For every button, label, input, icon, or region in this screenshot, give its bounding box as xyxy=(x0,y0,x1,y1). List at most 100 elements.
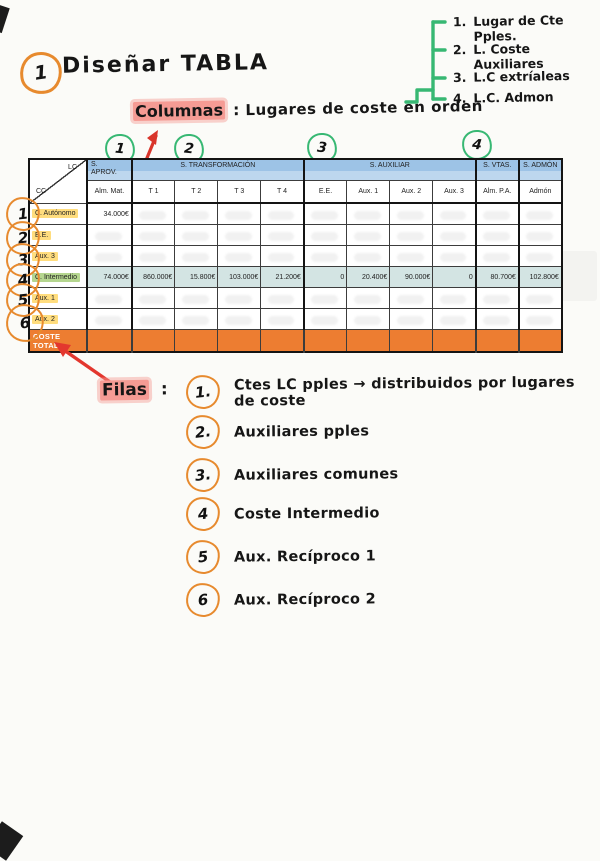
rows-list-item: 1. Ctes LC pples → distribuidos por luga… xyxy=(184,373,600,411)
column-header: Alm. Mat. xyxy=(86,180,133,204)
item-number: 2. xyxy=(194,422,212,442)
row-label-cell: Aux. 2 xyxy=(28,308,88,330)
corner-diagonal xyxy=(30,160,86,202)
cell xyxy=(174,245,219,267)
cell xyxy=(517,245,563,267)
cell: 15.800€ xyxy=(174,266,219,288)
cell xyxy=(389,329,434,353)
cell: 102.800€ xyxy=(517,266,563,288)
cell xyxy=(346,224,391,246)
cell xyxy=(389,287,434,309)
column-header: E.E. xyxy=(302,180,348,204)
column-order-item: 3. L.C extríaleas xyxy=(453,68,570,85)
column-marker: 2 xyxy=(183,140,195,158)
column-order-item: 2. L. Coste Auxiliares xyxy=(453,40,600,73)
cell xyxy=(517,224,563,246)
column-header: Aux. 3 xyxy=(432,180,477,204)
cell xyxy=(130,329,176,353)
cell xyxy=(260,329,305,353)
cell xyxy=(474,308,520,330)
cell xyxy=(474,245,520,267)
column-marker: 4 xyxy=(471,136,483,154)
cell xyxy=(130,287,176,309)
table-row-ee: E.E. xyxy=(28,224,563,246)
cell xyxy=(346,329,391,353)
column-header: T 4 xyxy=(260,180,305,204)
cell xyxy=(432,245,477,267)
cell xyxy=(346,308,391,330)
cell xyxy=(302,329,348,353)
item-text: Ctes LC pples → distribuidos por lugares… xyxy=(233,374,575,410)
page-title: Diseñar TABLA xyxy=(61,50,270,79)
row-label: C. Intermedio xyxy=(32,272,81,282)
column-header: T 2 xyxy=(174,180,219,204)
cell xyxy=(130,224,176,246)
item-number-circle: 5 xyxy=(184,538,222,576)
cell xyxy=(302,308,348,330)
cell xyxy=(346,202,391,225)
row-label: Aux. 2 xyxy=(32,314,58,324)
cell: 103.000€ xyxy=(217,266,262,288)
column-header: Aux. 2 xyxy=(389,180,434,204)
row-label-cell: C. Autónomo xyxy=(28,202,88,225)
columns-separator: : xyxy=(232,100,240,120)
cell: 90.000€ xyxy=(389,266,434,288)
cell xyxy=(302,287,348,309)
cell xyxy=(517,329,563,353)
red-arrow-down-left-icon xyxy=(54,342,112,384)
cell xyxy=(217,245,262,267)
cell xyxy=(217,329,262,353)
green-bracket-connector xyxy=(404,20,447,104)
cell xyxy=(260,224,305,246)
item-text: Auxiliares pples xyxy=(233,423,370,441)
cell: 21.200€ xyxy=(260,266,305,288)
cell xyxy=(130,245,176,267)
column-marker: 3 xyxy=(316,139,328,157)
scan-smudge xyxy=(557,251,597,301)
rows-list-item: 5 Aux. Recíproco 1 xyxy=(184,538,376,576)
cell xyxy=(389,308,434,330)
cell xyxy=(217,287,262,309)
cell xyxy=(86,224,133,246)
cell xyxy=(217,202,262,225)
table-row-coste-total: COSTE TOTAL xyxy=(28,329,563,353)
cell: 0 xyxy=(432,266,477,288)
group-header: S. VTAS. xyxy=(474,158,520,181)
cell xyxy=(260,308,305,330)
item-text: Coste Intermedio xyxy=(233,505,380,523)
row-label: C. Autónomo xyxy=(32,209,79,219)
cell xyxy=(474,329,520,353)
group-header: S. AUXILIAR xyxy=(302,158,477,181)
item-number: 4. xyxy=(452,90,467,106)
column-header: T 3 xyxy=(217,180,262,204)
step-number: 1 xyxy=(32,61,50,85)
columns-label: Columnas xyxy=(132,100,226,122)
cell xyxy=(130,308,176,330)
scan-corner-artifact-top xyxy=(0,4,10,34)
cell xyxy=(174,308,219,330)
item-number: 5 xyxy=(196,547,210,567)
cell: 34.000€ xyxy=(86,202,133,225)
group-header: S. TRANSFORMACIÓN xyxy=(130,158,305,181)
rows-list-item: 4 Coste Intermedio xyxy=(184,495,380,533)
column-marker-circle: 4 xyxy=(460,128,494,162)
column-marker: 1 xyxy=(114,140,126,158)
column-header: Admón xyxy=(517,180,563,204)
item-number-circle: 4 xyxy=(184,495,222,533)
group-header: S. APROV. xyxy=(86,158,133,181)
item-number: 1. xyxy=(194,382,212,402)
column-header: Aux. 1 xyxy=(346,180,391,204)
cell xyxy=(260,287,305,309)
cell xyxy=(217,224,262,246)
row-label: Aux. 1 xyxy=(32,293,58,303)
table-row-c-intermedio: C. Intermedio 74.000€ 860.000€ 15.800€ 1… xyxy=(28,266,563,288)
cell xyxy=(346,245,391,267)
item-number: 4 xyxy=(196,504,210,524)
cell xyxy=(474,287,520,309)
item-number-circle: 3. xyxy=(184,456,222,494)
rows-list-item: 2. Auxiliares pples xyxy=(184,413,370,451)
corner-label-lc: LC xyxy=(68,164,77,171)
item-number: 6 xyxy=(196,590,210,610)
cell xyxy=(260,202,305,225)
